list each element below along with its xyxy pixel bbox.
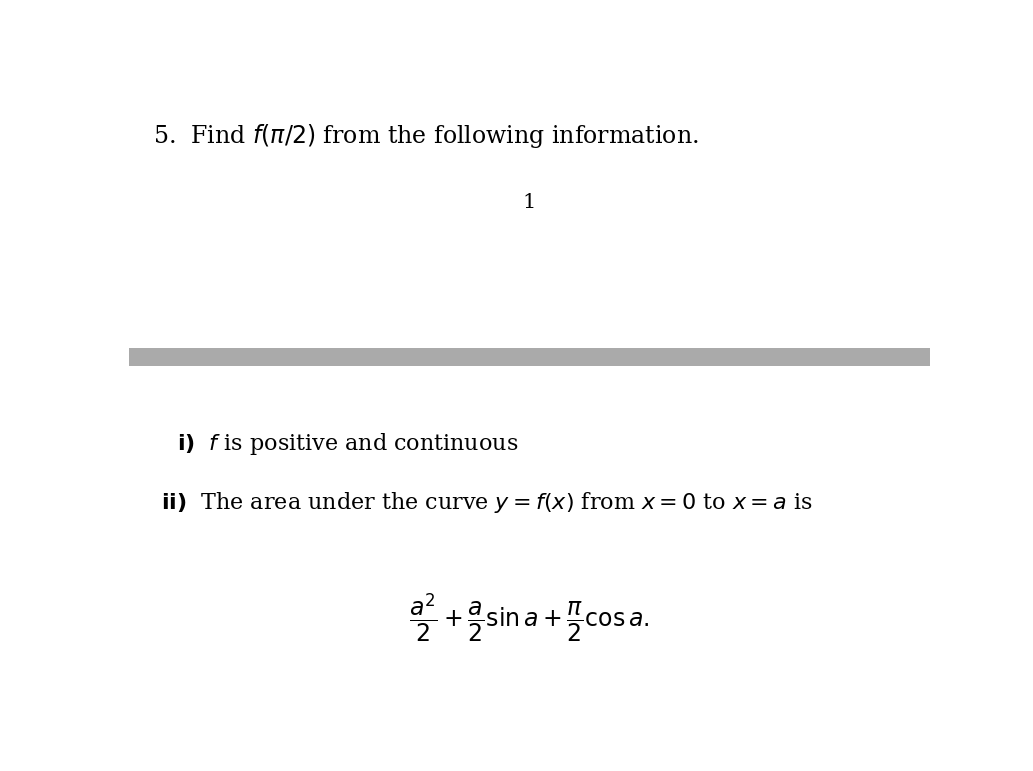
- Text: $\mathbf{i)}$  $f$ is positive and continuous: $\mathbf{i)}$ $f$ is positive and contin…: [178, 431, 519, 457]
- Text: $\dfrac{a^2}{2} + \dfrac{a}{2}\sin a + \dfrac{\pi}{2}\cos a.$: $\dfrac{a^2}{2} + \dfrac{a}{2}\sin a + \…: [409, 591, 650, 644]
- Text: $\mathbf{ii)}$  The area under the curve $y = f(x)$ from $x = 0$ to $x = a$ is: $\mathbf{ii)}$ The area under the curve …: [161, 490, 813, 515]
- Text: 5.  Find $f(\pi/2)$ from the following information.: 5. Find $f(\pi/2)$ from the following in…: [153, 122, 698, 150]
- Text: 1: 1: [523, 194, 536, 213]
- Bar: [129, 348, 930, 365]
